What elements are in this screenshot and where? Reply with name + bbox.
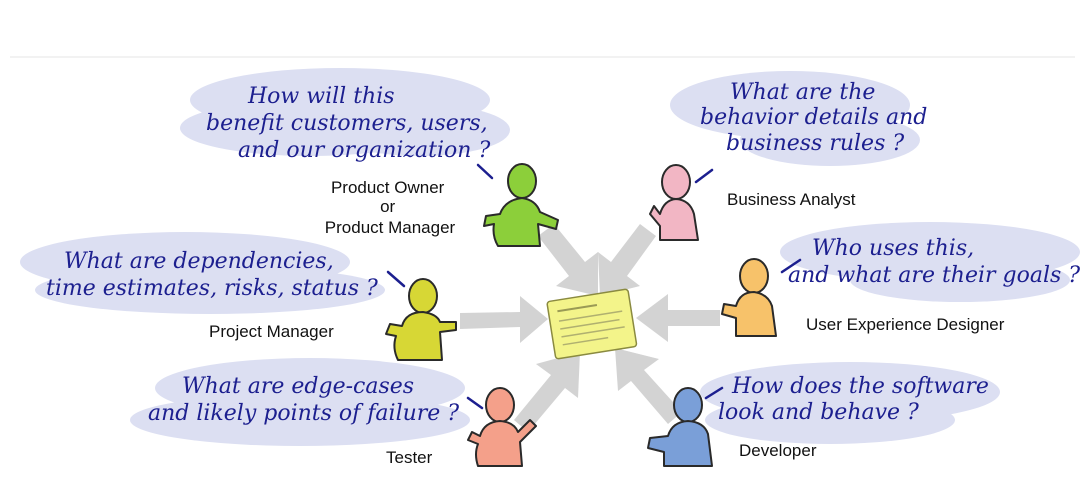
role-label-developer: Developer xyxy=(739,441,817,460)
role-label-line: Product Owner xyxy=(331,178,445,197)
question-business-analyst: What are the behavior details and busine… xyxy=(700,80,934,156)
question-line: business rules ? xyxy=(726,131,904,156)
question-clouds xyxy=(20,68,1080,446)
question-line: behavior details and xyxy=(700,105,927,130)
question-product-owner: How will this benefit customers, users, … xyxy=(206,84,495,163)
arrow-from-business-analyst xyxy=(598,224,656,296)
question-line: and what are their goals ? xyxy=(788,263,1080,288)
question-line: and our organization ? xyxy=(238,138,490,163)
question-project-manager: What are dependencies, time estimates, r… xyxy=(46,249,378,301)
question-line: What are edge-cases xyxy=(182,374,414,399)
project-manager-figure xyxy=(385,270,457,361)
role-label-project-manager: Project Manager xyxy=(209,322,334,341)
product-owner-figure xyxy=(476,163,559,247)
cloud-developer xyxy=(700,362,1000,444)
question-line: How will this xyxy=(247,84,395,109)
role-label-business-analyst: Business Analyst xyxy=(727,190,856,209)
question-line: benefit customers, users, xyxy=(206,111,488,136)
business-analyst-figure xyxy=(649,164,714,241)
arrow-from-tester xyxy=(514,352,580,432)
arrow-from-developer xyxy=(615,348,682,424)
role-label-line: Product Manager xyxy=(325,218,456,237)
role-label-ux-designer: User Experience Designer xyxy=(806,315,1005,334)
question-line: How does the software xyxy=(731,374,989,399)
cloud-project-manager xyxy=(20,232,385,314)
arrow-from-project-manager xyxy=(460,296,548,343)
ux-designer-figure xyxy=(721,258,802,337)
role-label-tester: Tester xyxy=(386,448,433,467)
cloud-business-analyst xyxy=(670,71,920,166)
cloud-tester xyxy=(130,358,470,446)
cloud-product-owner xyxy=(180,68,510,156)
question-line: Who uses this, xyxy=(812,236,974,261)
cloud-ux-designer xyxy=(780,222,1080,302)
role-label-line: or xyxy=(380,197,395,216)
developer-figure xyxy=(647,386,724,467)
tester-figure xyxy=(466,387,537,467)
question-line: time estimates, risks, status ? xyxy=(46,276,378,301)
role-label-product-owner: Product Owner or Product Manager xyxy=(325,178,456,237)
question-line: What are the xyxy=(730,80,875,105)
story-card xyxy=(546,288,638,360)
arrow-from-ux-designer xyxy=(636,294,720,342)
question-developer: How does the software look and behave ? xyxy=(718,374,996,425)
arrows xyxy=(460,224,720,432)
question-ux-designer: Who uses this, and what are their goals … xyxy=(788,236,1080,288)
arrow-from-product-owner xyxy=(538,224,598,296)
question-line: look and behave ? xyxy=(718,400,919,425)
question-tester: What are edge-cases and likely points of… xyxy=(148,374,459,426)
question-line: and likely points of failure ? xyxy=(148,401,459,426)
question-line: What are dependencies, xyxy=(64,249,334,274)
